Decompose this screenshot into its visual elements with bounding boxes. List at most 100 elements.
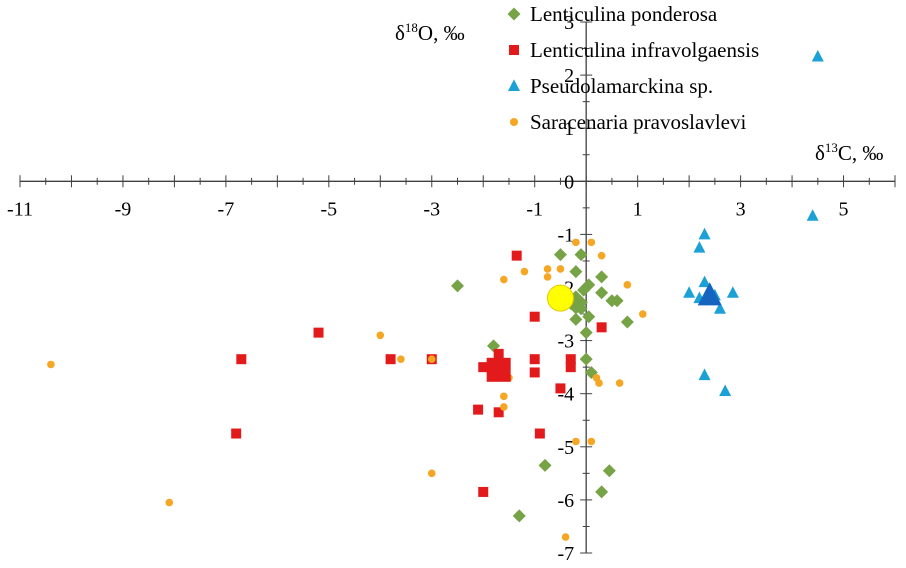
data-point (620, 315, 634, 329)
series-mean-point (546, 284, 574, 312)
x-tick-label: -5 (320, 198, 337, 220)
data-point (719, 384, 732, 396)
data-point (500, 392, 508, 401)
legend-label: Lenticulina ponderosa (530, 2, 718, 26)
data-point (493, 407, 504, 418)
data-point (569, 265, 583, 279)
legend-label: Saracenaria pravoslavlevi (530, 110, 746, 134)
data-point (427, 469, 436, 478)
series-1 (231, 250, 607, 497)
data-point (236, 354, 247, 365)
data-point (555, 383, 566, 394)
data-point (698, 275, 711, 288)
data-point (478, 362, 489, 373)
data-point (579, 352, 593, 366)
x-tick-label: -7 (218, 198, 235, 220)
data-point (473, 404, 484, 415)
y-tick-label: -7 (558, 543, 575, 565)
legend-marker (508, 79, 520, 91)
data-point (811, 49, 824, 62)
x-tick-label: 5 (839, 198, 849, 220)
data-point (538, 458, 552, 472)
y-tick-label: -6 (558, 490, 575, 512)
x-tick-label: -3 (423, 198, 440, 220)
data-point (595, 270, 609, 284)
y-axis-title: δ18O, ‰ (395, 20, 465, 45)
legend-marker (510, 118, 518, 126)
x-tick-label: -11 (7, 198, 33, 220)
data-point (582, 310, 596, 324)
data-point (534, 428, 545, 439)
y-tick-label: -3 (558, 331, 575, 353)
series-mean-point (486, 357, 511, 382)
data-point (698, 368, 711, 381)
y-tick-label: -1 (558, 224, 575, 246)
data-point (574, 248, 588, 262)
data-point (511, 250, 522, 261)
data-point (595, 485, 609, 499)
data-point (587, 437, 596, 446)
data-point (543, 265, 552, 273)
data-point (638, 310, 647, 318)
data-point (427, 355, 436, 363)
data-point (602, 464, 616, 478)
data-point (726, 286, 739, 298)
data-point (529, 311, 540, 322)
data-point (500, 275, 508, 284)
legend-marker (507, 7, 521, 21)
data-point (553, 248, 567, 262)
legend-item: Pseudolamarckina sp. (508, 74, 713, 98)
y-tick-label: 3 (564, 12, 574, 34)
data-point (478, 486, 489, 497)
legend-marker (509, 45, 519, 55)
data-point (615, 379, 624, 387)
data-point (165, 498, 174, 507)
legend-label: Pseudolamarckina sp. (530, 74, 713, 98)
data-point (565, 354, 576, 365)
data-point (572, 238, 580, 247)
data-point (385, 354, 396, 365)
x-tick-label: -1 (526, 198, 543, 220)
legend-item: Lenticulina ponderosa (507, 2, 718, 26)
data-point (529, 367, 540, 378)
legend-label: Lenticulina infravolgaensis (530, 38, 759, 62)
data-point (597, 251, 606, 260)
data-point (512, 509, 526, 523)
data-point (698, 227, 711, 240)
series-3 (47, 238, 647, 541)
data-point (543, 273, 552, 281)
legend-item: Lenticulina infravolgaensis (509, 38, 759, 62)
data-point (579, 326, 593, 340)
series-0 (451, 248, 634, 523)
data-point (806, 209, 819, 221)
data-point (493, 348, 504, 359)
data-point (714, 302, 726, 314)
y-tick-label: -5 (558, 437, 575, 459)
data-point (610, 294, 624, 308)
data-point (397, 355, 405, 363)
x-tick-label: -9 (115, 198, 132, 220)
legend-item: Saracenaria pravoslavlevi (510, 110, 746, 134)
data-point (572, 437, 580, 446)
legend: Lenticulina ponderosa Lenticulina infravo… (507, 2, 759, 134)
series-means (486, 282, 722, 382)
y-tick-label: 1 (564, 118, 574, 140)
x-axis-title: δ13C, ‰ (815, 140, 883, 165)
y-tick-label: 0 (564, 171, 574, 193)
series-mean-point (697, 282, 722, 306)
data-point (47, 360, 55, 369)
data-point (577, 283, 591, 297)
data-point (623, 281, 632, 289)
x-tick-label: 1 (633, 198, 643, 220)
data-point (529, 354, 540, 365)
data-point (376, 331, 385, 340)
data-point (520, 267, 529, 276)
data-point (500, 403, 508, 411)
data-point (587, 238, 596, 247)
data-point (569, 312, 583, 326)
data-point (451, 279, 464, 293)
data-point (683, 286, 696, 298)
data-point (693, 241, 706, 253)
